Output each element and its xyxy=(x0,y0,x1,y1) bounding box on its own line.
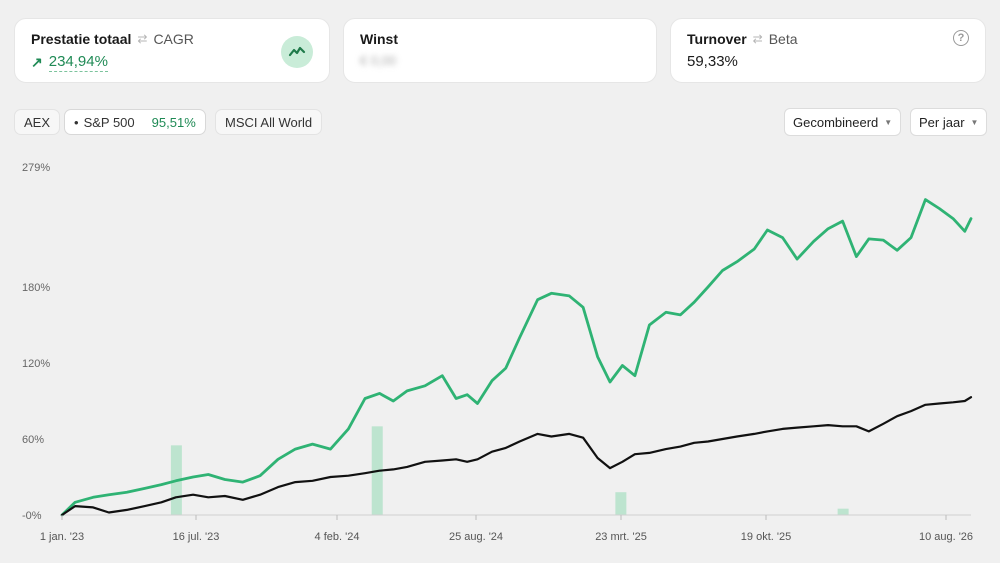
benchmark-sp500[interactable]: • S&P 500 95,51% xyxy=(64,109,206,135)
mode-dropdown[interactable]: Gecombineerd ▼ xyxy=(784,108,902,136)
profit-title: Winst xyxy=(360,31,398,47)
profit-value-row: € 0,00 xyxy=(360,53,640,68)
turnover-card-header: Turnover ⇄ Beta xyxy=(687,31,969,47)
y-tick-label: -0% xyxy=(22,510,42,522)
swap-icon[interactable]: ⇄ xyxy=(752,32,763,46)
mode-dropdown-label: Gecombineerd xyxy=(793,114,879,130)
swap-icon[interactable]: ⇄ xyxy=(137,32,148,46)
turnover-card[interactable]: Turnover ⇄ Beta 59,33% ? xyxy=(670,18,986,83)
arrow-up-icon: ↗ xyxy=(31,54,43,70)
performance-chart[interactable]: 279% 180% 120% 60% -0% 1 jan. '23 16 jul. '23 4… xyxy=(0,150,1000,550)
benchmark-msci[interactable]: MSCI All World xyxy=(215,109,323,135)
trend-icon xyxy=(281,36,313,68)
x-tick-label: 19 okt. '25 xyxy=(741,531,791,543)
benchmark-value: 95,51% xyxy=(151,114,196,130)
benchmark-label: MSCI All World xyxy=(225,114,313,130)
performance-value-row: ↗ 234,94% xyxy=(31,53,313,72)
beta-toggle[interactable]: Beta xyxy=(768,31,798,47)
benchmark-aex[interactable]: AEX xyxy=(14,109,61,135)
performance-card[interactable]: Prestatie totaal ⇄ CAGR ↗ 234,94% xyxy=(14,18,330,83)
volume-bar xyxy=(837,508,849,515)
performance-value: 234,94% xyxy=(48,53,108,72)
y-tick-label: 60% xyxy=(22,434,44,446)
x-tick-label: 23 mrt. '25 xyxy=(595,531,647,543)
cagr-toggle[interactable]: CAGR xyxy=(153,31,194,47)
profit-card[interactable]: Winst € 0,00 xyxy=(343,18,657,83)
turnover-title: Turnover xyxy=(687,31,747,47)
chevron-down-icon: ▼ xyxy=(970,117,979,127)
x-tick-label: 1 jan. '23 xyxy=(40,531,84,543)
x-tick-label: 16 jul. '23 xyxy=(173,531,220,543)
x-tick-label: 25 aug. '24 xyxy=(449,531,503,543)
turnover-value: 59,33% xyxy=(687,53,738,70)
x-tick-label: 4 feb. '24 xyxy=(315,531,360,543)
performance-card-header: Prestatie totaal ⇄ CAGR xyxy=(31,31,313,47)
portfolio-line xyxy=(60,198,973,517)
benchmark-line xyxy=(60,396,973,517)
profit-card-header: Winst xyxy=(360,31,640,47)
turnover-value-row: 59,33% xyxy=(687,53,969,70)
benchmark-label: AEX xyxy=(24,114,51,130)
chevron-down-icon: ▼ xyxy=(884,117,893,127)
performance-title: Prestatie totaal xyxy=(31,31,132,47)
help-icon[interactable]: ? xyxy=(953,30,969,46)
x-tick-label: 10 aug. '26 xyxy=(919,531,973,543)
y-tick-label: 120% xyxy=(22,358,50,370)
benchmark-label: S&P 500 xyxy=(83,114,135,130)
period-dropdown[interactable]: Per jaar ▼ xyxy=(910,108,988,136)
y-tick-label: 279% xyxy=(22,162,50,174)
active-dot-icon: • xyxy=(74,114,79,130)
y-tick-label: 180% xyxy=(22,282,50,294)
volume-bar xyxy=(615,492,627,515)
profit-value: € 0,00 xyxy=(360,53,397,68)
period-dropdown-label: Per jaar xyxy=(919,114,965,130)
